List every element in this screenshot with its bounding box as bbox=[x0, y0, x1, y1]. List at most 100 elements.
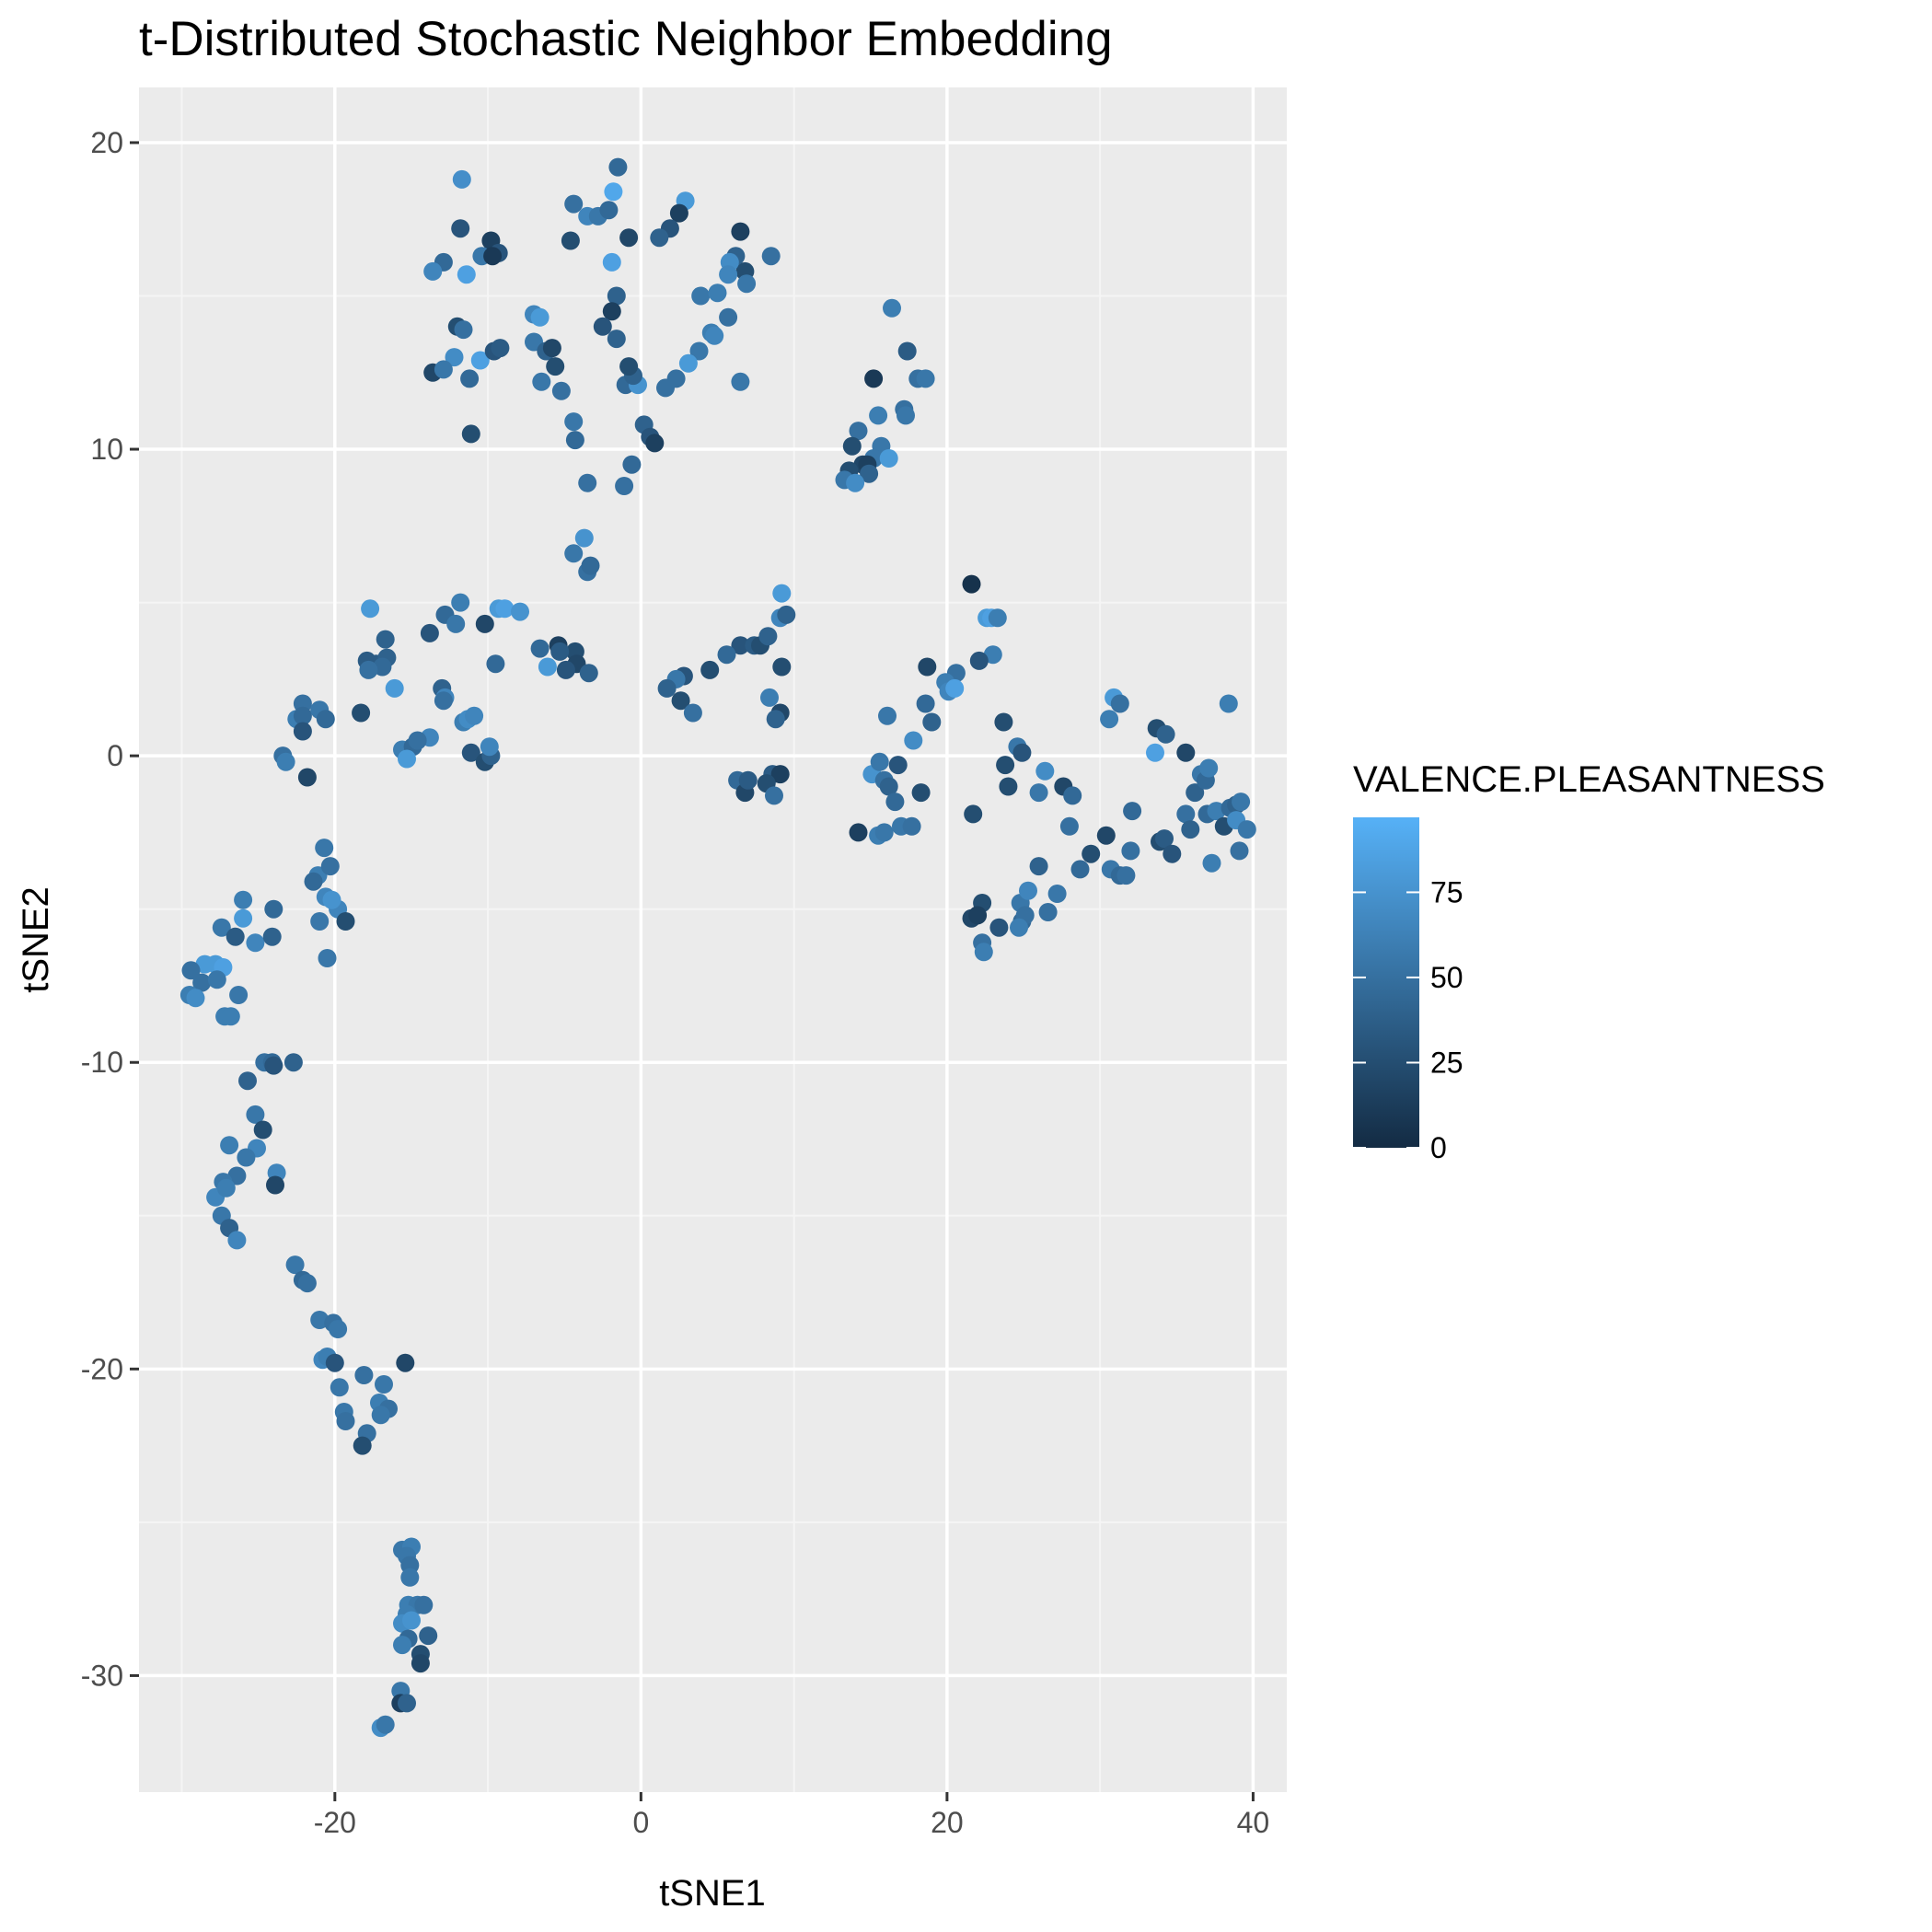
legend-ticks: 0 25 50 75 bbox=[1353, 875, 1463, 1164]
data-point bbox=[1237, 820, 1256, 839]
data-point bbox=[761, 247, 781, 266]
data-point bbox=[446, 614, 466, 633]
data-point bbox=[532, 372, 551, 391]
data-point bbox=[276, 752, 295, 771]
data-point bbox=[974, 943, 993, 962]
legend-tick-label: 75 bbox=[1430, 875, 1463, 908]
data-point bbox=[593, 317, 612, 336]
data-point bbox=[1110, 694, 1129, 713]
data-point bbox=[470, 351, 490, 370]
data-point bbox=[645, 434, 665, 453]
data-point bbox=[581, 556, 600, 575]
data-point bbox=[192, 973, 212, 992]
data-point bbox=[657, 678, 677, 698]
x-tick-label: 40 bbox=[1237, 1806, 1270, 1839]
data-point bbox=[414, 1595, 434, 1614]
data-point bbox=[1176, 804, 1196, 824]
data-point bbox=[445, 348, 464, 367]
data-point bbox=[398, 1694, 416, 1713]
data-point bbox=[700, 660, 720, 679]
data-point bbox=[336, 912, 355, 931]
data-point bbox=[849, 823, 868, 842]
data-point bbox=[530, 639, 550, 658]
data-point bbox=[495, 599, 515, 619]
data-point bbox=[396, 1353, 415, 1372]
data-point bbox=[879, 777, 898, 796]
data-point bbox=[1230, 841, 1249, 861]
data-point bbox=[293, 722, 312, 741]
data-point bbox=[297, 1274, 317, 1293]
data-point bbox=[849, 422, 868, 441]
data-point bbox=[1202, 853, 1221, 873]
data-point bbox=[683, 703, 702, 723]
data-point bbox=[550, 642, 570, 661]
data-point bbox=[262, 927, 282, 946]
data-point bbox=[538, 657, 557, 677]
data-point bbox=[376, 1715, 395, 1734]
data-point bbox=[1047, 885, 1067, 903]
x-tick-label: 0 bbox=[632, 1806, 649, 1839]
data-point bbox=[1207, 802, 1226, 821]
data-point bbox=[226, 927, 245, 946]
data-point bbox=[922, 712, 942, 732]
data-point bbox=[546, 357, 565, 376]
data-point bbox=[916, 369, 935, 388]
data-point bbox=[1082, 844, 1101, 863]
data-point bbox=[486, 654, 505, 674]
data-point bbox=[897, 406, 915, 425]
data-point bbox=[1232, 792, 1251, 812]
data-point bbox=[266, 1175, 284, 1195]
data-point bbox=[602, 302, 621, 321]
data-point bbox=[602, 252, 621, 272]
data-point bbox=[772, 657, 792, 677]
legend-tick-label: 50 bbox=[1430, 961, 1463, 994]
data-point bbox=[315, 839, 334, 858]
data-point bbox=[564, 194, 584, 214]
data-point bbox=[622, 455, 642, 474]
data-point bbox=[719, 307, 738, 327]
data-point bbox=[650, 228, 669, 248]
data-point bbox=[717, 645, 736, 665]
grid-minor-lines bbox=[139, 87, 1287, 1792]
data-point bbox=[964, 804, 983, 824]
data-point bbox=[212, 918, 231, 937]
data-point bbox=[1096, 826, 1116, 845]
data-point bbox=[434, 360, 453, 379]
data-point bbox=[989, 918, 1009, 937]
data-point bbox=[994, 712, 1013, 732]
legend-colorbar bbox=[1353, 817, 1419, 1148]
data-point bbox=[878, 706, 897, 725]
data-point bbox=[451, 219, 470, 238]
data-point bbox=[461, 424, 480, 444]
data-point bbox=[423, 261, 443, 281]
data-point bbox=[770, 765, 790, 784]
data-point bbox=[465, 706, 484, 725]
data-point bbox=[234, 890, 253, 909]
data-point bbox=[916, 694, 935, 713]
data-point bbox=[945, 678, 965, 698]
data-point bbox=[969, 651, 989, 670]
data-point bbox=[483, 247, 503, 266]
x-axis-title: tSNE1 bbox=[659, 1873, 766, 1914]
data-point bbox=[666, 369, 686, 388]
data-point bbox=[318, 949, 337, 967]
data-point bbox=[1163, 844, 1182, 863]
data-point bbox=[897, 341, 917, 361]
data-point bbox=[1155, 829, 1174, 849]
data-point bbox=[330, 1378, 349, 1397]
data-point bbox=[461, 743, 480, 762]
data-point bbox=[879, 449, 898, 468]
y-tick-label: 10 bbox=[90, 433, 123, 466]
data-point bbox=[393, 1636, 411, 1655]
data-point bbox=[561, 231, 580, 250]
data-point bbox=[983, 645, 1002, 665]
data-point bbox=[564, 412, 584, 432]
data-point bbox=[615, 477, 634, 495]
data-point bbox=[454, 320, 473, 340]
data-point bbox=[883, 298, 901, 318]
data-point bbox=[373, 657, 392, 677]
data-point bbox=[246, 1105, 265, 1124]
data-point bbox=[408, 731, 427, 750]
data-point bbox=[869, 406, 888, 425]
data-point bbox=[1070, 860, 1090, 879]
